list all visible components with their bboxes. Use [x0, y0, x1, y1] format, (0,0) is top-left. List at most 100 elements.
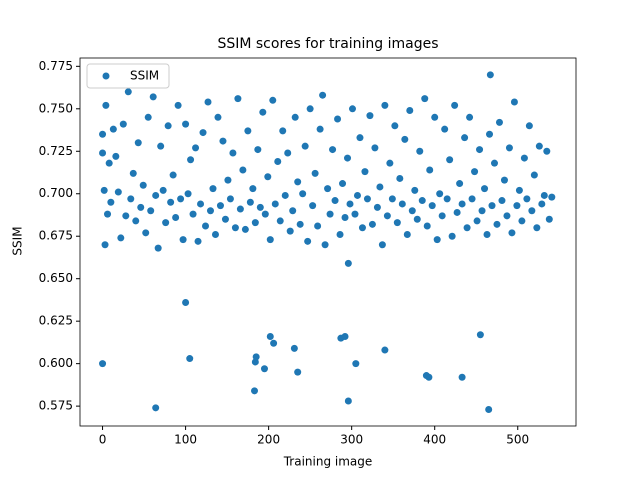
point: [468, 195, 476, 203]
point: [388, 195, 396, 203]
legend-label: SSIM: [130, 69, 159, 83]
point: [226, 195, 234, 203]
point: [329, 146, 337, 154]
point: [251, 387, 259, 395]
point: [508, 229, 516, 237]
point: [344, 154, 352, 162]
point: [548, 193, 556, 201]
point: [473, 217, 481, 225]
point: [344, 397, 352, 405]
point: [391, 122, 399, 130]
point: [498, 197, 506, 205]
point: [301, 142, 309, 150]
point: [179, 236, 187, 244]
point: [510, 98, 518, 106]
point: [386, 159, 394, 167]
point: [192, 144, 200, 152]
point: [231, 224, 239, 232]
point: [545, 215, 553, 223]
point: [186, 355, 194, 363]
point: [490, 159, 498, 167]
point: [481, 185, 489, 193]
point: [373, 203, 381, 211]
point: [204, 98, 212, 106]
point: [378, 241, 386, 249]
point: [476, 146, 484, 154]
point: [518, 217, 526, 225]
point: [466, 113, 474, 121]
point: [334, 115, 342, 123]
point: [224, 176, 232, 184]
point: [304, 237, 312, 245]
point: [260, 365, 268, 373]
point: [129, 169, 137, 177]
point: [341, 332, 349, 340]
point: [408, 207, 416, 215]
point: [368, 220, 376, 228]
point: [142, 229, 150, 237]
point: [107, 198, 115, 206]
point: [102, 101, 110, 109]
point: [299, 190, 307, 198]
point: [214, 113, 222, 121]
point: [266, 332, 274, 340]
point: [358, 224, 366, 232]
point: [381, 346, 389, 354]
point: [229, 149, 237, 157]
point: [448, 232, 456, 240]
point: [119, 120, 127, 128]
point: [202, 222, 210, 230]
point: [182, 298, 190, 306]
point: [206, 207, 214, 215]
point: [109, 125, 117, 133]
point: [515, 186, 523, 194]
point: [433, 236, 441, 244]
point: [184, 190, 192, 198]
point: [351, 210, 359, 218]
point: [463, 224, 471, 232]
point: [117, 234, 125, 242]
point: [476, 331, 484, 339]
point: [199, 129, 207, 137]
point: [533, 224, 541, 232]
point: [352, 360, 360, 368]
point: [249, 185, 257, 193]
point: [423, 222, 431, 230]
point: [159, 186, 167, 194]
point: [486, 130, 494, 138]
y-axis-label: SSIM: [11, 226, 25, 255]
point: [418, 197, 426, 205]
point: [525, 122, 533, 130]
point: [122, 212, 130, 220]
point: [436, 190, 444, 198]
point: [361, 168, 369, 176]
point: [438, 212, 446, 220]
point: [174, 101, 182, 109]
point: [236, 205, 244, 213]
point: [264, 173, 272, 181]
point: [543, 147, 551, 155]
point: [169, 171, 177, 179]
y-tick-label: 0.700: [39, 186, 73, 200]
point: [416, 147, 424, 155]
point: [239, 166, 247, 174]
x-tick-label: 0: [99, 433, 107, 447]
point: [540, 191, 548, 199]
point: [311, 169, 319, 177]
point: [256, 203, 264, 211]
point: [251, 219, 259, 227]
point: [413, 215, 421, 223]
y-tick-label: 0.575: [39, 399, 73, 413]
point: [348, 105, 356, 113]
point: [306, 105, 314, 113]
point: [187, 156, 195, 164]
point: [339, 180, 347, 188]
point: [137, 203, 145, 211]
point: [376, 183, 384, 191]
point: [99, 360, 107, 368]
point: [336, 231, 344, 239]
point: [99, 130, 107, 138]
x-tick-label: 200: [257, 433, 280, 447]
point: [154, 244, 162, 252]
